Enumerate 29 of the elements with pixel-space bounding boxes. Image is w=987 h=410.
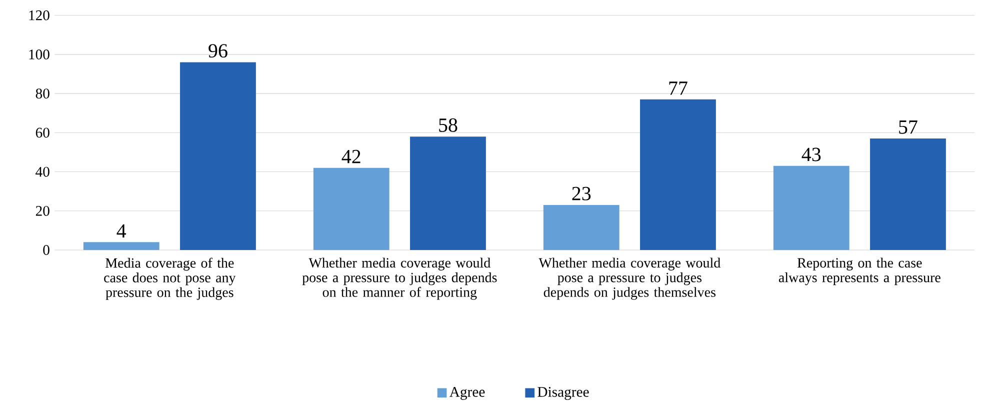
x-tick-label: Media coverage of the case does not pose any pressure on the judges	[104, 258, 236, 300]
bar	[180, 62, 256, 250]
data-label: 77	[669, 82, 688, 95]
y-tick-label: 60	[36, 128, 50, 138]
data-label: 96	[208, 44, 228, 58]
bar	[313, 168, 390, 250]
bar	[410, 136, 486, 250]
data-label: 57	[899, 120, 918, 134]
bar	[543, 205, 620, 250]
y-tick-label: 20	[36, 206, 50, 216]
data-label: 58	[439, 118, 458, 132]
y-tick-label: 0	[43, 245, 50, 255]
legend-label: Agree	[450, 387, 485, 400]
data-label: 42	[342, 150, 360, 164]
x-tick-label: Whether media coverage would pose a pressure to judges depends on the manner of reporting	[302, 258, 497, 300]
bar	[773, 166, 850, 250]
data-label: 43	[802, 148, 821, 162]
data-label: 4	[116, 224, 126, 238]
data-label: 23	[572, 186, 591, 200]
bar	[870, 138, 946, 250]
bar	[83, 242, 160, 250]
y-tick-label: 40	[36, 166, 50, 177]
y-tick-label: 120	[29, 10, 50, 20]
y-tick-label: 100	[29, 50, 50, 60]
y-tick-label: 80	[36, 88, 50, 99]
bar	[640, 99, 716, 250]
x-tick-label: Reporting on the case always represents a pressure	[778, 258, 940, 286]
legend-label: Disagree	[538, 387, 589, 400]
x-tick-label: Whether media coverage would pose a pressure to judges depends on judges themselves	[538, 258, 720, 300]
